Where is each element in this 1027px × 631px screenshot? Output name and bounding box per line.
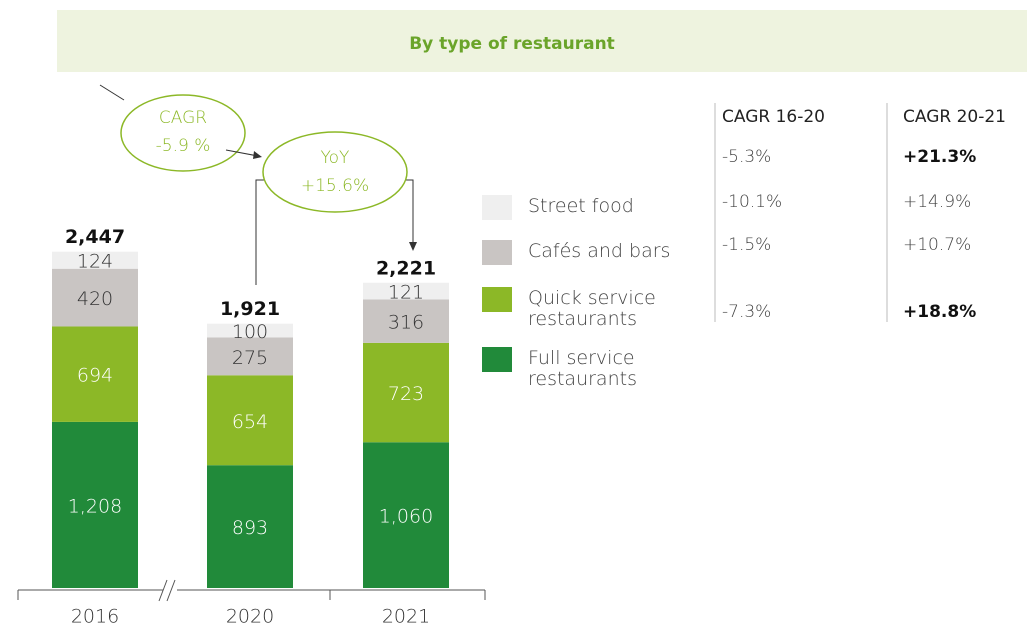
arrow-head xyxy=(409,242,417,251)
bar-segment xyxy=(52,268,138,327)
bar-segment xyxy=(207,323,293,338)
x-tick-label: 2021 xyxy=(382,606,430,628)
annotation-line xyxy=(99,84,125,101)
bracket xyxy=(255,179,268,285)
legend-entry: Full service restaurants xyxy=(528,348,637,390)
axis-break xyxy=(158,579,168,602)
table-header: CAGR 16-20 xyxy=(722,107,825,127)
legend-label: Street food xyxy=(528,196,634,217)
bar-segment xyxy=(363,342,449,443)
segment-label: 1,060 xyxy=(379,506,433,528)
segment-label: 1,208 xyxy=(68,495,122,517)
arrow-head xyxy=(253,151,262,159)
segment-label: 275 xyxy=(232,347,268,369)
cagr-bubble xyxy=(120,94,246,172)
annotations xyxy=(99,84,417,285)
yoy-bubble xyxy=(262,131,408,213)
bar-segment xyxy=(207,375,293,466)
legend-entry: Street food xyxy=(528,196,634,217)
yoy-title: YoY xyxy=(321,148,350,168)
table-header: CAGR 20-21 xyxy=(903,107,1006,127)
bar-segment xyxy=(207,337,293,376)
segment-label: 654 xyxy=(232,411,268,433)
table-cell: +21.3% xyxy=(903,147,976,167)
x-tick-label: 2020 xyxy=(226,606,274,628)
table-cell: -5.3% xyxy=(722,147,771,167)
legend-swatch xyxy=(482,195,512,220)
yoy-value: +15.6% xyxy=(301,176,369,196)
table-cell: +10.7% xyxy=(903,235,971,255)
legend-entry: Quick service restaurants xyxy=(528,288,656,330)
header-band xyxy=(57,10,1027,72)
segment-label: 121 xyxy=(388,282,424,304)
bar-segment xyxy=(52,421,138,588)
total-label: 2,447 xyxy=(65,226,125,248)
table-cell: -1.5% xyxy=(722,235,771,255)
legend-label: Full service restaurants xyxy=(528,348,637,390)
segment-label: 124 xyxy=(77,251,113,273)
bar-segment xyxy=(207,465,293,588)
x-tick-label: 2016 xyxy=(71,606,119,628)
cagr-value: -5.9 % xyxy=(156,136,211,156)
table-cell: +14.9% xyxy=(903,192,971,212)
bar-segment xyxy=(363,442,449,588)
bar-segment xyxy=(363,299,449,343)
legend-label: Cafés and bars xyxy=(528,241,671,262)
axis-break-gap xyxy=(163,582,177,600)
total-label: 2,221 xyxy=(376,257,436,279)
legend-entry: Cafés and bars xyxy=(528,241,671,262)
legend-label: Quick service restaurants xyxy=(528,288,656,330)
legend-swatch xyxy=(482,240,512,265)
annotation-arrow xyxy=(225,149,259,157)
legend-swatch xyxy=(482,347,512,372)
bar-segment xyxy=(52,326,138,422)
cagr-title: CAGR xyxy=(159,108,207,128)
chart-title: By type of restaurant xyxy=(409,34,615,54)
segment-label: 694 xyxy=(77,365,113,387)
segment-label: 893 xyxy=(232,517,268,539)
segment-label: 420 xyxy=(77,288,113,310)
axis-break xyxy=(166,579,176,602)
bar-segment xyxy=(52,251,138,269)
segment-label: 316 xyxy=(388,312,424,334)
bar-segment xyxy=(363,282,449,300)
x-axis xyxy=(17,579,486,602)
bracket xyxy=(403,179,414,244)
legend-swatch xyxy=(482,287,512,312)
table-cell: +18.8% xyxy=(903,302,976,322)
segment-label: 100 xyxy=(232,321,268,343)
total-label: 1,921 xyxy=(220,298,280,320)
table-cell: -10.1% xyxy=(722,192,782,212)
segment-label: 723 xyxy=(388,383,424,405)
table-cell: -7.3% xyxy=(722,302,771,322)
